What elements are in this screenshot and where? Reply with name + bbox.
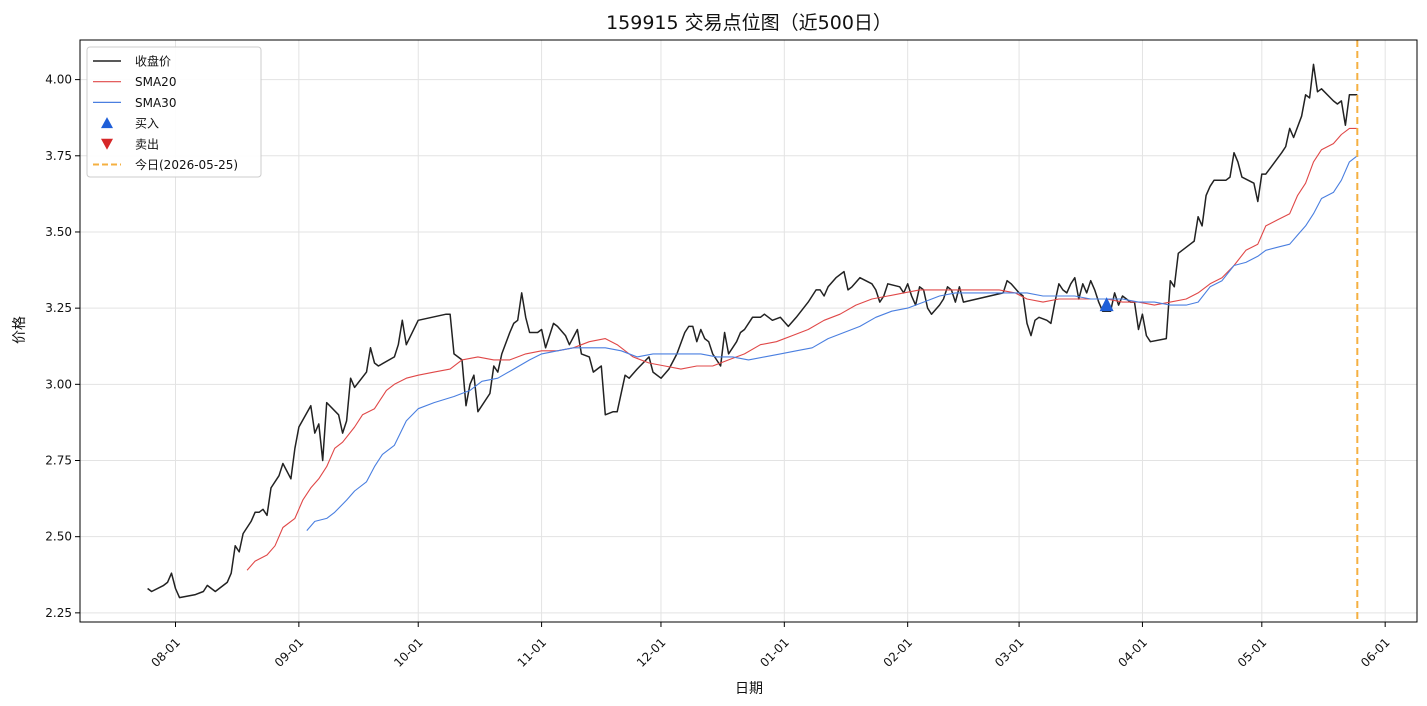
legend-label-close: 收盘价	[135, 54, 171, 69]
y-tick-label: 4.00	[45, 73, 72, 87]
series-line-sma20	[246, 127, 1358, 571]
legend-label-sma30: SMA30	[135, 96, 176, 110]
legend-label-today: 今日(2026-05-25)	[135, 157, 238, 172]
x-tick-label: 11-01	[515, 635, 550, 670]
x-tick-label: 06-01	[1358, 635, 1393, 670]
x-tick-label: 02-01	[881, 635, 916, 670]
legend-label-buy: 买入	[135, 117, 159, 131]
y-tick-label: 2.25	[45, 606, 72, 620]
series-layer	[147, 63, 1358, 599]
legend-label-sma20: SMA20	[135, 75, 176, 89]
chart-title: 159915 交易点位图（近500日）	[606, 12, 892, 34]
series-line-sma30	[306, 155, 1358, 531]
x-tick-label: 12-01	[634, 635, 669, 670]
y-tick-label: 3.75	[45, 149, 72, 163]
x-tick-label: 01-01	[757, 635, 792, 670]
legend-box	[86, 46, 262, 178]
x-tick-label: 10-01	[391, 635, 426, 670]
legend-label-sell: 卖出	[135, 137, 159, 151]
series-line-close	[147, 63, 1358, 599]
marker-layer	[1099, 40, 1359, 622]
x-tick-label: 08-01	[148, 635, 183, 670]
x-axis-label: 日期	[735, 681, 763, 697]
y-tick-label: 2.75	[45, 454, 72, 468]
legend-swatch-buy	[101, 117, 113, 129]
x-tick-label: 03-01	[992, 635, 1027, 670]
y-tick-label: 3.50	[45, 225, 72, 239]
x-tick-label: 09-01	[272, 635, 307, 670]
plot-frame	[79, 39, 1418, 623]
buy-marker	[1099, 297, 1114, 312]
x-tick-label: 04-01	[1115, 635, 1150, 670]
y-tick-label: 3.25	[45, 301, 72, 315]
y-axis-label: 价格	[12, 316, 28, 344]
legend-swatch-sell	[101, 138, 113, 150]
grid	[80, 40, 1417, 622]
y-tick-label: 2.50	[45, 530, 72, 544]
x-tick-label: 05-01	[1235, 635, 1270, 670]
y-tick-label: 3.00	[45, 377, 72, 391]
